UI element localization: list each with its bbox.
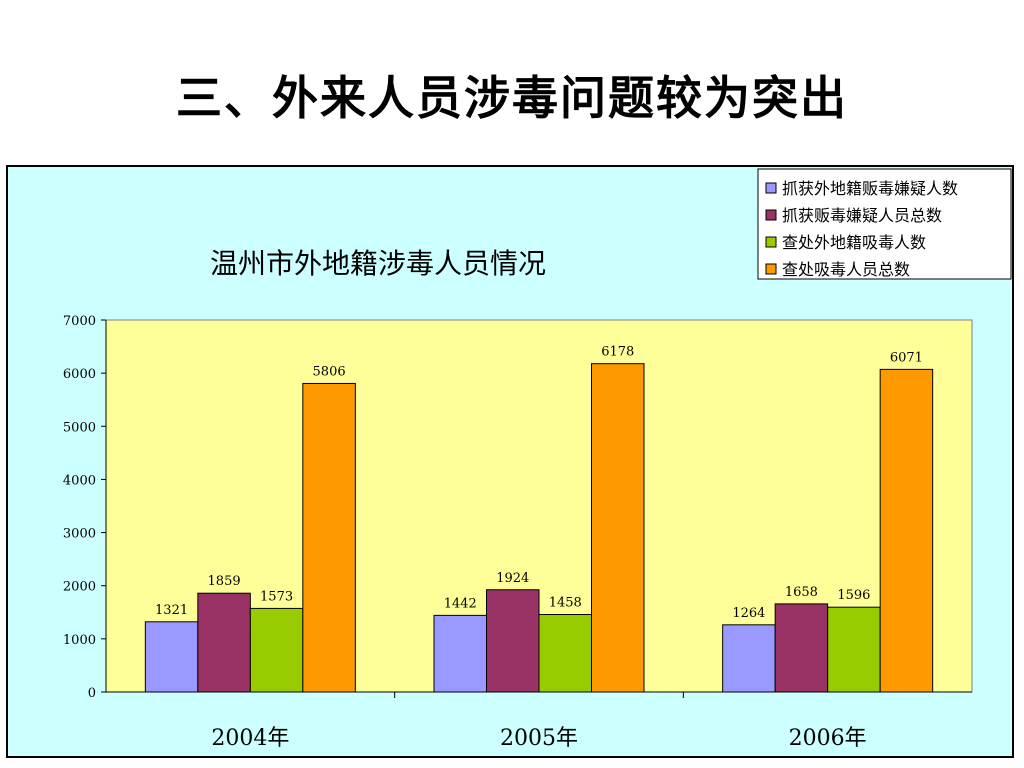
data-label: 1442 <box>444 596 477 611</box>
bar <box>433 614 487 693</box>
y-tick-label: 3000 <box>63 527 96 542</box>
data-label: 1859 <box>208 574 241 589</box>
y-tick-label: 6000 <box>63 367 96 382</box>
x-tick-label: 2006年 <box>789 726 867 751</box>
bar <box>486 589 540 693</box>
data-label: 1596 <box>837 588 870 603</box>
legend-label: 查处吸毒人员总数 <box>782 260 910 279</box>
bar <box>197 592 251 693</box>
legend-swatch <box>765 263 777 275</box>
data-label: 1321 <box>155 603 188 618</box>
y-tick-label: 0 <box>88 686 96 701</box>
y-tick-label: 4000 <box>63 473 96 488</box>
bar <box>249 607 304 693</box>
bar <box>538 614 592 693</box>
data-label: 6071 <box>890 350 923 365</box>
legend-swatch <box>765 182 777 194</box>
data-label: 1458 <box>549 596 582 611</box>
legend-label: 抓获贩毒嫌疑人员总数 <box>782 206 942 225</box>
legend-label: 抓获外地籍贩毒嫌疑人数 <box>782 179 958 198</box>
legend-label: 查处外地籍吸毒人数 <box>782 233 926 252</box>
legend-swatch <box>765 209 777 221</box>
data-label: 1264 <box>732 606 765 621</box>
y-tick-label: 2000 <box>63 580 96 595</box>
bar <box>827 606 881 693</box>
bar <box>879 368 934 693</box>
data-label: 6178 <box>601 345 634 360</box>
y-tick-label: 7000 <box>63 314 96 329</box>
chart-title: 温州市外地籍涉毒人员情况 <box>210 247 546 280</box>
bar <box>591 363 645 693</box>
data-label: 1924 <box>496 571 529 586</box>
y-tick-label: 1000 <box>63 633 96 648</box>
chart-frame: 温州市外地籍涉毒人员情况 0 1000 2000 3000 4000 5000 6000 700… <box>6 165 1014 758</box>
data-label: 1658 <box>785 585 818 600</box>
x-tick-label: 2005年 <box>500 726 578 751</box>
slide-title: 三、外来人员涉毒问题较为突出 <box>176 71 848 125</box>
legend <box>757 168 1012 280</box>
data-label: 1573 <box>260 589 293 604</box>
bar <box>144 621 199 693</box>
bar <box>722 624 776 693</box>
legend-swatch <box>765 236 777 248</box>
y-tick-label: 5000 <box>63 420 96 435</box>
data-label: 5806 <box>313 364 346 379</box>
bar-chart: 温州市外地籍涉毒人员情况 0 1000 2000 3000 4000 5000 6000 700… <box>63 168 1012 751</box>
x-tick-label: 2004年 <box>211 726 289 751</box>
bar <box>774 603 829 693</box>
bar <box>302 382 356 693</box>
